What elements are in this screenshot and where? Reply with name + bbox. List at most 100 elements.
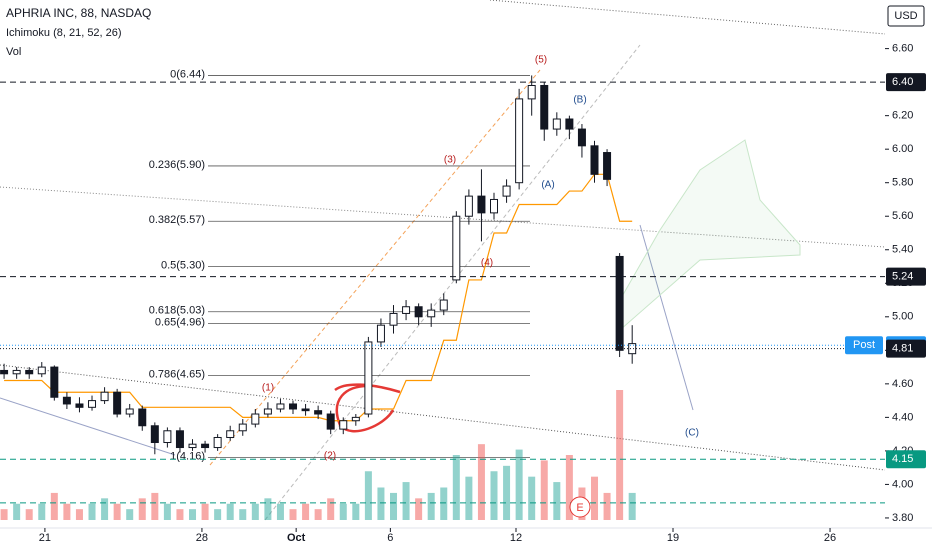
- price-label: 4.81: [892, 343, 913, 355]
- earnings-label: E: [576, 502, 583, 514]
- volume-bar: [163, 503, 171, 520]
- volume-bar: [264, 498, 272, 520]
- wave-label: (4): [481, 258, 493, 269]
- candle-body: [527, 84, 536, 100]
- indicator-label: Ichimoku (8, 21, 52, 26): [6, 27, 122, 39]
- price-tag: Post: [853, 339, 875, 351]
- candle-body: [628, 343, 637, 355]
- candle-body: [452, 215, 461, 281]
- candle-body: [565, 118, 574, 130]
- volume-bar: [75, 509, 83, 520]
- wave-label: (C): [685, 428, 699, 439]
- candle-body: [0, 369, 9, 375]
- y-tick-label: 3.80: [892, 512, 913, 524]
- earnings-marker[interactable]: [569, 496, 591, 518]
- volume-bar: [628, 492, 636, 520]
- candle-body: [427, 309, 436, 318]
- y-tick-label: 5.80: [892, 177, 913, 189]
- volume-bar: [553, 482, 561, 520]
- y-tick-label: 6.20: [892, 110, 913, 122]
- candle-body: [339, 420, 348, 430]
- volume-bar: [13, 503, 21, 520]
- fib-label: 0.5(5.30): [161, 259, 205, 271]
- trend-line: [0, 186, 886, 248]
- volume-bar: [239, 509, 247, 520]
- candle-body: [113, 391, 122, 415]
- y-tick-label: 6.60: [892, 43, 913, 55]
- volume-bar: [63, 503, 71, 520]
- fib-label: 1(4.16): [170, 451, 205, 463]
- candle-body: [62, 396, 71, 405]
- wave-label: (A): [541, 180, 554, 191]
- volume-bar: [616, 390, 624, 520]
- wave-label: (B): [573, 95, 586, 106]
- currency: USD: [894, 10, 917, 22]
- volume-bar: [276, 503, 284, 520]
- volume-bar: [515, 449, 523, 520]
- candle-body: [50, 366, 59, 398]
- price-label: 4.15: [892, 453, 913, 465]
- fib-label: 0.236(5.90): [149, 159, 205, 171]
- candle-body: [326, 413, 335, 430]
- candle-body: [552, 118, 561, 130]
- volume-bar: [25, 509, 33, 520]
- chart-title: APHRIA INC, 88, NASDAQ: [6, 6, 151, 20]
- candle-body: [88, 400, 97, 408]
- volume-bar: [565, 455, 573, 520]
- wave-label: (5): [535, 55, 547, 66]
- volume-bar: [101, 498, 109, 520]
- volume-bar: [339, 503, 347, 520]
- candle-body: [490, 198, 499, 214]
- price-label-box: [886, 267, 926, 286]
- wave-label: (1): [262, 383, 274, 394]
- candle-body: [188, 443, 197, 449]
- candle-body: [12, 369, 21, 375]
- candle-body: [238, 423, 247, 432]
- volume-bar: [427, 492, 435, 520]
- channel-line: [209, 69, 541, 466]
- candle-body: [201, 443, 210, 449]
- volume-bar: [503, 465, 511, 520]
- candle-body: [75, 403, 84, 408]
- currency-box[interactable]: [887, 5, 925, 27]
- candle-body: [540, 84, 549, 130]
- ichimoku-cloud: [619, 139, 801, 332]
- candle-body: [163, 430, 172, 444]
- volume-bar: [251, 503, 259, 520]
- candle-body: [25, 369, 34, 375]
- candle-body: [515, 98, 524, 184]
- x-tick-label: 19: [667, 532, 679, 544]
- x-tick-label: 6: [387, 532, 393, 544]
- y-tick-label: 5.60: [892, 210, 913, 222]
- price-label-box: [886, 339, 926, 358]
- volume-bar: [540, 460, 548, 520]
- candle-body: [175, 430, 184, 449]
- volume-bar: [226, 503, 234, 520]
- volume-bar: [352, 503, 360, 520]
- volume-bar: [591, 476, 599, 520]
- candle-body: [314, 410, 323, 415]
- candle-body: [138, 408, 147, 427]
- volume-bar: [465, 476, 473, 520]
- candle-body: [603, 152, 612, 180]
- candle-body: [276, 403, 285, 410]
- candle-body: [100, 391, 109, 402]
- volume-bar: [314, 509, 322, 520]
- volume-bar: [126, 509, 134, 520]
- volume-bar: [289, 509, 297, 520]
- volume-bar: [201, 503, 209, 520]
- volume-bar: [0, 509, 8, 520]
- trend-line: [0, 397, 176, 456]
- volume-bar: [38, 503, 46, 520]
- volume-bar: [302, 503, 310, 520]
- volume-bar: [377, 487, 385, 520]
- candle-body: [364, 341, 373, 415]
- fib-label: 0.618(5.03): [149, 305, 205, 317]
- y-tick-label: 6.00: [892, 143, 913, 155]
- x-tick-label: 26: [824, 532, 836, 544]
- candle-body: [150, 425, 159, 444]
- y-tick-label: 5.00: [892, 311, 913, 323]
- candle-body: [577, 128, 586, 147]
- wave-line: [639, 224, 694, 411]
- x-tick-label: 28: [196, 532, 208, 544]
